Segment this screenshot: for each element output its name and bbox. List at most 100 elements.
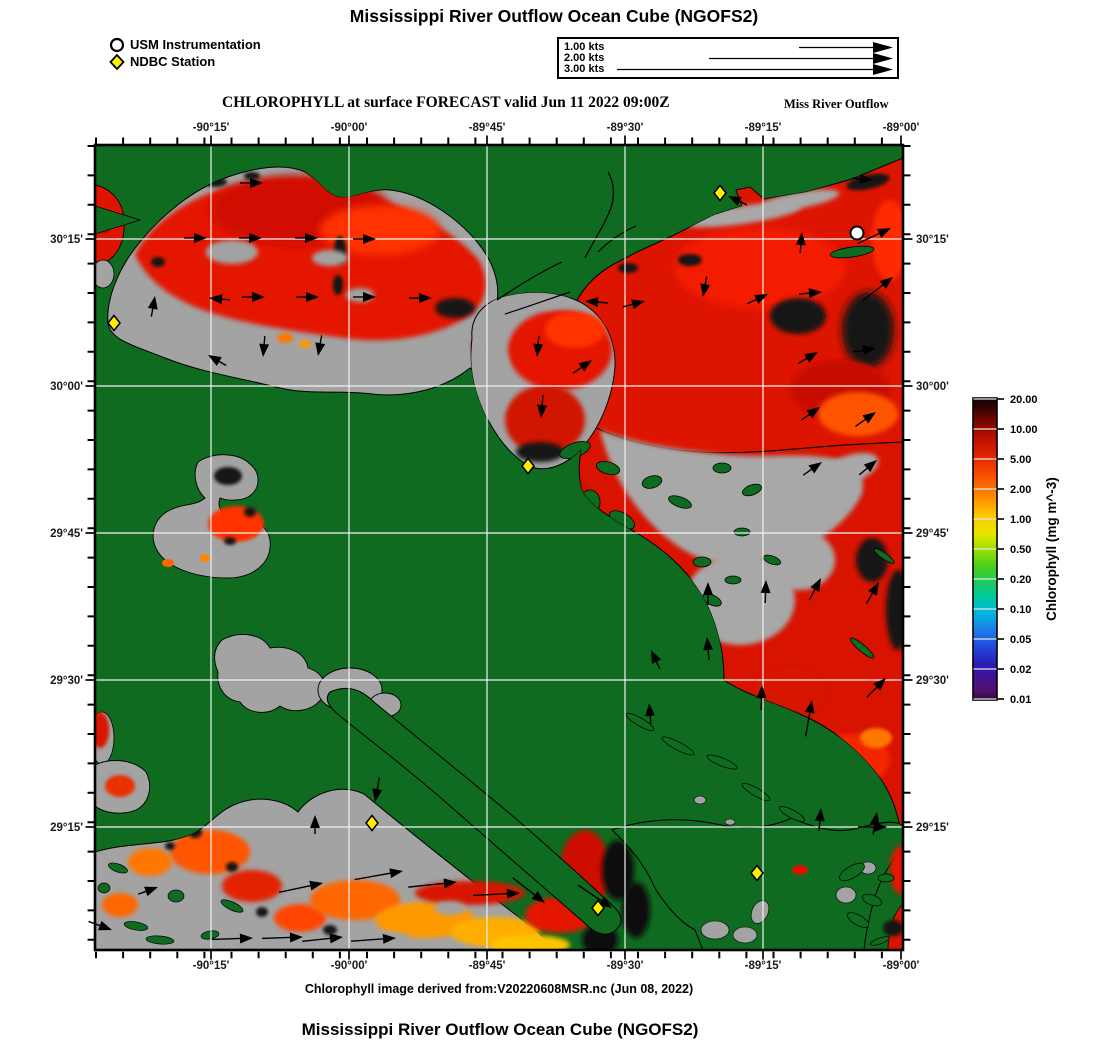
legend-usm-label: USM Instrumentation: [130, 37, 261, 52]
arrow-head-icon: [863, 460, 877, 473]
current-vector-arrow: [858, 460, 877, 476]
current-vector-arrow: [808, 578, 821, 601]
current-vector-arrow: [353, 292, 376, 302]
y-axis-label-right: 30°15': [916, 234, 949, 246]
graticule-grid: [95, 145, 903, 950]
arrow-head-icon: [363, 292, 376, 302]
current-vector-arrow: [797, 352, 818, 365]
arrow-head-icon: [869, 812, 880, 826]
arrow-head-icon: [873, 678, 886, 691]
page-title: Mississippi River Outflow Ocean Cube (NG…: [349, 6, 759, 26]
colorbar-tick-label: 20.00: [1010, 394, 1038, 406]
current-vector-arrow: [296, 292, 319, 302]
y-axis-label-right: 29°30': [916, 675, 949, 687]
colorbar-tick-label: 10.00: [1010, 424, 1038, 436]
arrow-head-icon: [862, 345, 876, 356]
y-axis-label-right: 29°45': [916, 528, 949, 540]
velocity-scale-box: 1.00 kts 2.00 kts 3.00 kts: [557, 37, 899, 79]
arrow-head-icon: [728, 196, 742, 207]
x-axis-label-bottom: -89°45': [469, 960, 506, 972]
velocity-scale-1kt: 1.00 kts: [564, 41, 605, 53]
x-axis-label-top: -90°15': [193, 122, 230, 134]
x-axis-label-top: -89°30': [607, 122, 644, 134]
arrow-head-icon: [259, 343, 270, 357]
current-vector-arrow: [512, 877, 545, 903]
arrow-head-icon: [868, 582, 879, 596]
arrow-head-icon: [419, 293, 432, 303]
current-vector-arrow: [354, 868, 403, 881]
velocity-scale-3kt: 3.00 kts: [564, 63, 605, 75]
colorbar-tick-label: 5.00: [1010, 454, 1031, 466]
arrow-tail: [351, 937, 387, 942]
current-vector-arrow: [147, 296, 158, 317]
legend-ndbc-label: NDBC Station: [130, 54, 216, 69]
axis-labels: -90°15' -90°15' -90°00' -90°00' -89°45' -89°4…: [50, 122, 949, 972]
arrow-head-icon: [289, 932, 303, 943]
current-vectors: [88, 173, 893, 944]
arrow-head-icon: [252, 292, 265, 302]
current-vector-arrow: [853, 345, 876, 356]
arrow-tail: [262, 936, 294, 940]
current-vector-arrow: [622, 299, 645, 310]
ndbc-station-marker: [750, 864, 764, 882]
arrow-tail: [804, 709, 811, 737]
colorbar-tick-label: 0.05: [1010, 634, 1031, 646]
arrow-head-icon: [372, 788, 383, 802]
current-vector-arrow: [857, 228, 891, 245]
station-markers: [107, 184, 865, 917]
arrow-head-icon: [537, 404, 548, 418]
current-vector-arrow: [537, 395, 548, 418]
arrow-head-icon: [250, 178, 263, 188]
channels: [496, 171, 637, 315]
arrow-head-icon: [249, 233, 262, 243]
arrow-head-icon: [506, 888, 520, 899]
current-vector-arrow: [585, 297, 608, 308]
arrow-head-icon: [443, 878, 457, 889]
current-vector-arrow: [408, 878, 457, 889]
ndbc-station-marker: [713, 184, 727, 202]
arrow-tail: [302, 937, 334, 942]
arrow-head-icon: [874, 822, 887, 832]
nw-corner-water: [95, 184, 142, 289]
arrow-head-icon: [209, 294, 223, 305]
current-vector-arrow: [800, 407, 820, 421]
arrow-head-icon: [877, 228, 891, 239]
arrow-head-icon: [804, 352, 818, 363]
bottom-title: Mississippi River Outflow Ocean Cube (NG…: [301, 1020, 699, 1039]
arrow-head-1kt-icon: [873, 42, 893, 53]
arrow-head-icon: [239, 933, 253, 944]
y-axis-label-left: 29°15': [50, 822, 83, 834]
arrow-head-2kt-icon: [873, 53, 893, 64]
current-vector-arrow: [799, 288, 822, 299]
current-vector-arrow: [572, 360, 592, 374]
colorbar-tick-label: 0.50: [1010, 544, 1031, 556]
arrow-head-icon: [531, 891, 545, 903]
velocity-scale-arrows: [617, 42, 893, 75]
current-vector-arrow: [409, 293, 432, 303]
arrow-head-icon: [756, 685, 767, 699]
x-axis-label-bottom: -90°15': [193, 960, 230, 972]
ndbc-diamond-icon: [109, 53, 125, 70]
arrow-tail: [354, 872, 394, 881]
arrow-tail: [512, 877, 538, 898]
usm-instrumentation-marker: [849, 225, 865, 241]
arrow-head-icon: [578, 360, 592, 372]
current-vector-arrow: [861, 277, 893, 302]
current-vector-arrow: [802, 462, 822, 476]
arrow-head-icon: [808, 288, 822, 299]
arrow-tail: [473, 892, 511, 897]
current-vector-arrow: [814, 808, 825, 831]
arrow-head-icon: [389, 868, 403, 879]
current-vector-arrow: [310, 815, 320, 834]
arrow-head-icon: [585, 297, 599, 308]
arrow-head-icon: [309, 880, 323, 891]
current-vector-arrow: [315, 335, 326, 356]
ndbc-station-marker: [591, 899, 605, 917]
y-axis-label-right: 30°00': [916, 381, 949, 393]
current-vector-arrow: [351, 933, 396, 944]
colorbar-tick-label: 0.02: [1010, 664, 1031, 676]
current-vector-arrow: [209, 294, 230, 305]
arrow-head-icon: [208, 355, 222, 366]
